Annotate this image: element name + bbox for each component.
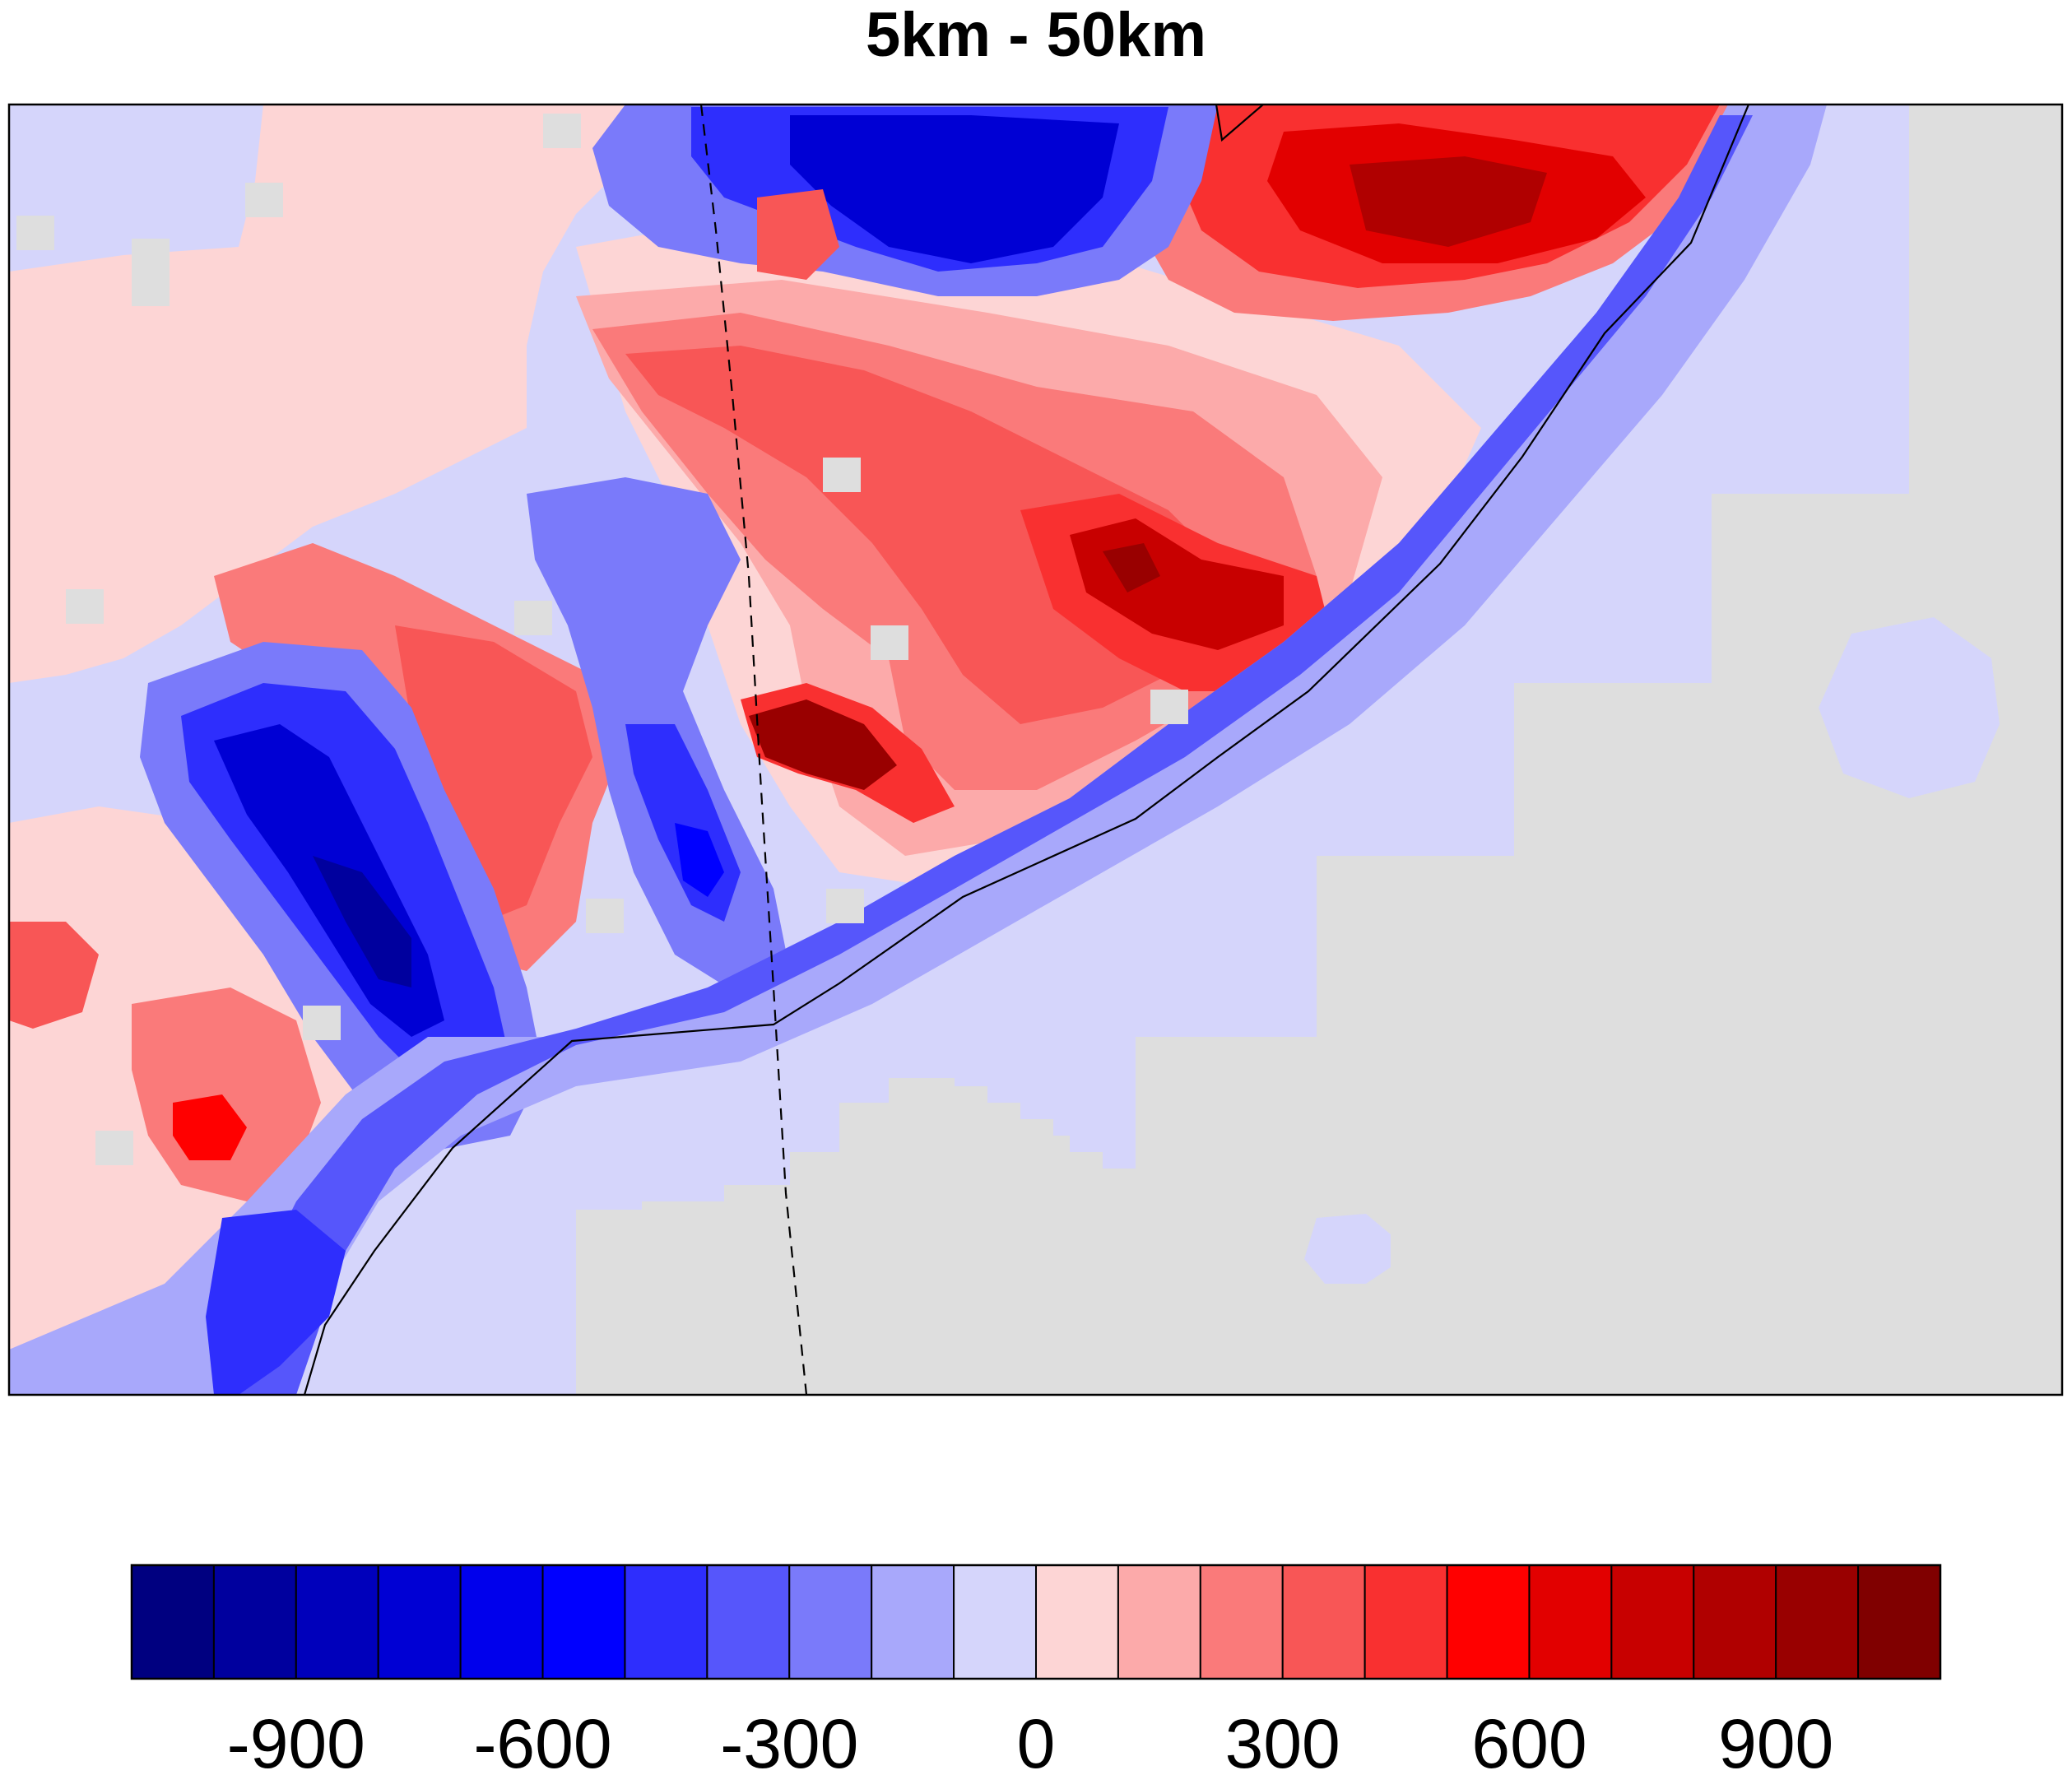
colorbar-tick-label: 900 xyxy=(1718,1705,1833,1775)
colorbar-swatch xyxy=(1611,1565,1693,1679)
colorbar-swatch xyxy=(789,1565,871,1679)
colorbar-swatch xyxy=(1447,1565,1530,1679)
land-island-south xyxy=(1304,1214,1391,1284)
colorbar-swatch xyxy=(1118,1565,1201,1679)
colorbar-swatch xyxy=(1036,1565,1118,1679)
colorbar-tick-label: -900 xyxy=(227,1705,365,1775)
colorbar-tick-label: 300 xyxy=(1225,1705,1340,1775)
colorbar-swatch xyxy=(1776,1565,1858,1679)
missing-data-square xyxy=(132,239,170,273)
colorbar-tick-label: 600 xyxy=(1471,1705,1587,1775)
colorbar-swatch xyxy=(871,1565,954,1679)
colorbar-swatch xyxy=(707,1565,789,1679)
missing-data-square xyxy=(132,272,170,306)
colorbar-tick-label: -300 xyxy=(720,1705,858,1775)
colorbar-swatch xyxy=(1529,1565,1611,1679)
missing-data-square xyxy=(95,1131,133,1165)
colorbar: -900 -600 -300 0 300 600 900 xyxy=(132,1565,1940,1775)
colorbar-swatch xyxy=(1283,1565,1365,1679)
colorbar-swatch xyxy=(1201,1565,1283,1679)
missing-data-square xyxy=(514,601,552,635)
colorbar-swatch xyxy=(379,1565,461,1679)
colorbar-swatch xyxy=(296,1565,379,1679)
ocean-mask-middle xyxy=(1317,856,2062,1210)
colorbar-tick-label: 0 xyxy=(1017,1705,1056,1775)
colorbar-tick-label: -600 xyxy=(473,1705,611,1775)
missing-data-square xyxy=(16,216,54,250)
missing-data-square xyxy=(303,1006,341,1040)
colorbar-swatch xyxy=(625,1565,707,1679)
colorbar-swatch xyxy=(461,1565,543,1679)
missing-data-square xyxy=(823,458,861,492)
missing-data-square xyxy=(1150,690,1188,724)
colorbar-swatch xyxy=(132,1565,214,1679)
ocean-mask-notch xyxy=(1136,1037,1317,1210)
missing-data-square xyxy=(871,625,908,660)
colorbar-swatch xyxy=(1858,1565,1940,1679)
colorbar-swatch xyxy=(954,1565,1036,1679)
colorbar-swatch xyxy=(214,1565,296,1679)
colorbar-swatch xyxy=(1693,1565,1776,1679)
colorbar-swatch xyxy=(1365,1565,1447,1679)
missing-data-square xyxy=(66,589,104,624)
colorbar-swatch xyxy=(543,1565,625,1679)
missing-data-square xyxy=(245,183,283,217)
missing-data-square xyxy=(826,889,864,923)
missing-data-square xyxy=(543,114,581,148)
missing-data-square xyxy=(586,899,624,933)
